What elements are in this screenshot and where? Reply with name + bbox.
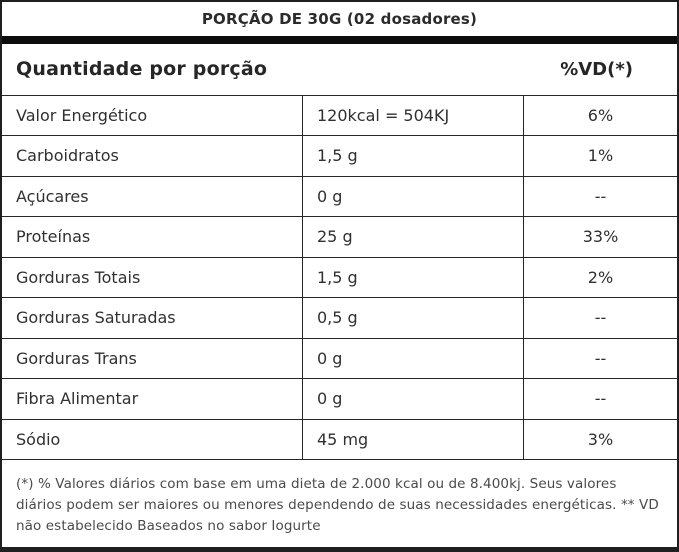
nutrient-amount: 120kcal = 504KJ [302, 95, 523, 136]
nutrient-name: Gorduras Saturadas [16, 308, 176, 328]
nutrient-name: Carboidratos [16, 146, 119, 166]
nutrient-daily-value: 6% [523, 95, 677, 136]
nutrient-name: Fibra Alimentar [16, 389, 139, 409]
nutrition-table: Valor Energético 120kcal = 504KJ 6% Carb… [2, 94, 677, 461]
table-row-sodio: Sódio 45 mg 3% [2, 419, 677, 461]
nutrient-daily-value: -- [523, 298, 677, 338]
nutrient-amount: 1,5 g [302, 257, 523, 298]
nutrient-amount: 0 g [302, 176, 523, 217]
table-row-gorduras-saturadas: Gorduras Saturadas 0,5 g -- [2, 298, 677, 339]
table-row-valor-energetico: Valor Energético 120kcal = 504KJ 6% [2, 95, 677, 137]
serving-size-text: PORÇÃO DE 30G (02 dosadores) [201, 9, 478, 28]
nutrient-daily-value: -- [523, 176, 677, 217]
nutrient-daily-value: 1% [523, 136, 677, 176]
nutrient-amount: 1,5 g [302, 136, 523, 176]
nutrient-amount: 25 g [302, 217, 523, 257]
nutrient-name: Gorduras Totais [16, 267, 141, 287]
nutrient-amount: 45 mg [302, 419, 523, 460]
nutrient-amount: 0,5 g [302, 298, 523, 338]
nutrient-name: Açúcares [16, 186, 89, 206]
table-row-acucares: Açúcares 0 g -- [2, 176, 677, 218]
table-row-gorduras-trans: Gorduras Trans 0 g -- [2, 338, 677, 380]
daily-values-footnote: (*) % Valores diários com base em uma di… [16, 476, 659, 535]
column-headers: Quantidade por porção %VD(*) [2, 44, 677, 95]
nutrient-daily-value: -- [523, 379, 677, 419]
nutrient-daily-value: -- [523, 338, 677, 379]
nutrient-amount: 0 g [302, 338, 523, 379]
table-row-carboidratos: Carboidratos 1,5 g 1% [2, 136, 677, 177]
nutrient-name: Valor Energético [16, 105, 148, 125]
nutrient-name: Sódio [16, 429, 61, 449]
nutrient-name: Proteínas [16, 227, 91, 247]
header-divider-bar [2, 35, 677, 44]
daily-value-column-label: %VD(*) [560, 58, 633, 80]
nutrient-daily-value: 33% [523, 217, 677, 257]
nutrient-daily-value: 3% [523, 419, 677, 460]
quantity-per-serving-label: Quantidade por porção [16, 58, 268, 81]
table-row-fibra-alimentar: Fibra Alimentar 0 g -- [2, 379, 677, 420]
nutrient-name: Gorduras Trans [16, 348, 137, 368]
table-row-proteinas: Proteínas 25 g 33% [2, 217, 677, 258]
table-row-gorduras-totais: Gorduras Totais 1,5 g 2% [2, 257, 677, 299]
nutrient-daily-value: 2% [523, 257, 677, 298]
serving-size-header: PORÇÃO DE 30G (02 dosadores) [2, 2, 677, 36]
nutrient-amount: 0 g [302, 379, 523, 419]
